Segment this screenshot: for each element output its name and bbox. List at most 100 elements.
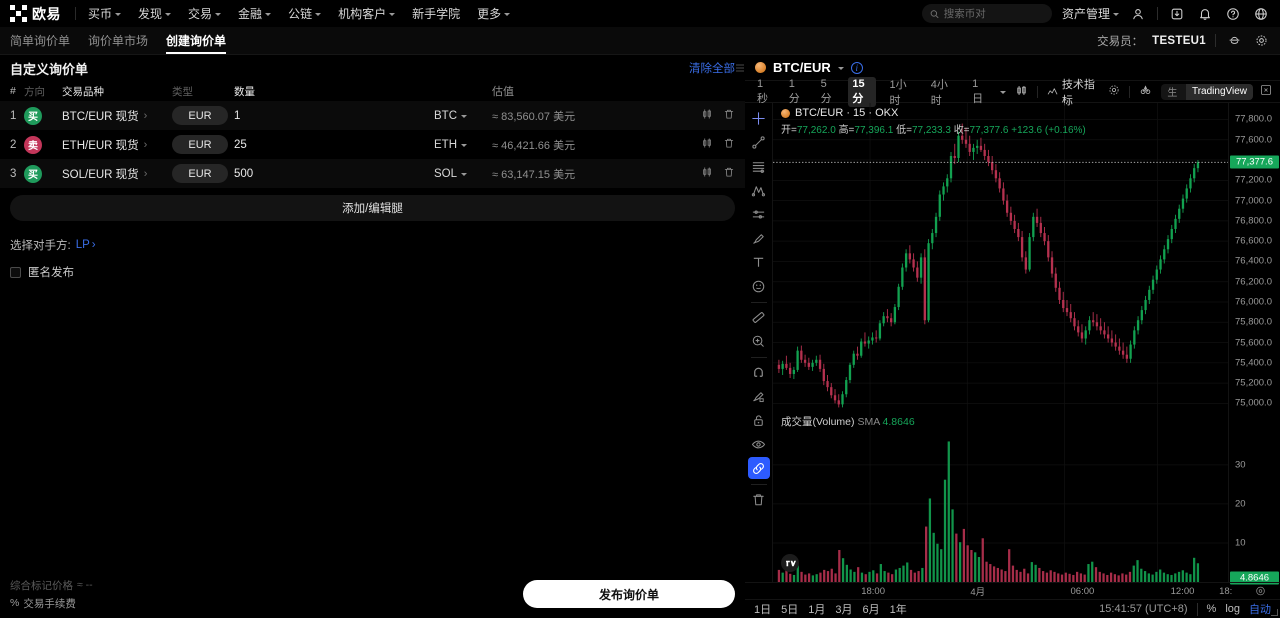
nav-item-finance[interactable]: 金融 (238, 5, 272, 22)
time-axis[interactable]: 18:00 4月 06:00 12:00 18: (745, 582, 1280, 599)
candlestick-icon[interactable] (701, 137, 713, 152)
info-icon[interactable]: i (850, 61, 863, 74)
row-quantity[interactable]: 25 (234, 138, 247, 151)
row-instrument[interactable]: SOL/EUR 现货 › (62, 166, 172, 182)
hat-icon[interactable] (1225, 32, 1243, 50)
row-type[interactable]: EUR (172, 164, 234, 183)
percent-scale-button[interactable]: % (1206, 603, 1217, 615)
trendline-icon[interactable] (748, 131, 770, 153)
timeframe-1m[interactable]: 1分 (788, 77, 800, 105)
resize-corner[interactable] (1271, 609, 1278, 616)
assets-management-menu[interactable]: 资产管理 (1062, 5, 1119, 22)
search-box[interactable] (921, 4, 1052, 23)
chevron-down-icon[interactable] (837, 66, 844, 70)
row-currency-select[interactable]: BTC (434, 110, 492, 122)
counterparty-select[interactable]: LP › (76, 239, 96, 251)
text-icon[interactable] (748, 251, 770, 273)
horizontal-lines-icon[interactable] (748, 155, 770, 177)
delete-icon[interactable] (723, 137, 735, 152)
okx-logo[interactable]: 欧易 (10, 4, 61, 24)
clear-all-button[interactable]: 清除全部 (689, 63, 735, 75)
timeframe-1h[interactable]: 1小时 (889, 78, 907, 107)
delete-icon[interactable] (723, 108, 735, 123)
nav-item-trade[interactable]: 交易 (188, 5, 222, 22)
search-input[interactable] (943, 7, 1044, 20)
nav-item-more[interactable]: 更多 (477, 5, 511, 22)
row-currency-select[interactable]: ETH (434, 139, 492, 151)
table-row[interactable]: 3 买 SOL/EUR 现货 › EUR 500 SOL ≈ 63,147.15 … (0, 159, 745, 188)
nav-item-institutional[interactable]: 机构客户 (338, 5, 396, 22)
delete-icon[interactable] (723, 166, 735, 181)
table-row[interactable]: 1 买 BTC/EUR 现货 › EUR 1 BTC ≈ 83,560.07 美元 (0, 101, 745, 130)
row-instrument[interactable]: BTC/EUR 现货 › (62, 108, 172, 124)
brush-icon[interactable] (748, 227, 770, 249)
add-edit-leg-button[interactable]: 添加/编辑腿 (10, 195, 735, 221)
timeframe-5m[interactable]: 5分 (820, 77, 832, 105)
lock-icon[interactable] (748, 409, 770, 431)
direction-badge-sell[interactable]: 卖 (24, 135, 42, 154)
chart-plot-area[interactable]: BTC/EUR · 15 · OKX 开=77,262.0 高=77,396.1… (773, 103, 1228, 582)
long-position-icon[interactable] (748, 203, 770, 225)
row-instrument[interactable]: ETH/EUR 现货 › (62, 137, 172, 153)
eraser-icon[interactable] (748, 385, 770, 407)
type-pill[interactable]: EUR (172, 106, 228, 125)
nav-item-buy-crypto[interactable]: 买币 (88, 5, 122, 22)
bell-icon[interactable] (1196, 5, 1214, 23)
gear-icon[interactable] (1252, 32, 1270, 50)
range-1y[interactable]: 1年 (889, 604, 907, 616)
timeframe-4h[interactable]: 4小时 (930, 78, 948, 107)
panel-resize-handle[interactable] (736, 64, 744, 72)
timeframe-15m[interactable]: 15分 (848, 76, 877, 107)
mode-tradingview[interactable]: TradingView (1185, 83, 1253, 100)
row-direction[interactable]: 买 (24, 106, 62, 125)
zoom-in-icon[interactable] (748, 330, 770, 352)
chart-settings-icon[interactable] (1108, 84, 1120, 99)
range-5d[interactable]: 5日 (781, 604, 799, 616)
crosshair-icon[interactable] (748, 107, 770, 129)
candlestick-icon[interactable] (701, 108, 713, 123)
range-3m[interactable]: 3月 (835, 604, 853, 616)
timeframe-1s[interactable]: 1秒 (757, 77, 768, 105)
tradingview-logo[interactable] (781, 554, 799, 573)
tab-create-rfq[interactable]: 创建询价单 (166, 27, 227, 54)
nav-item-discover[interactable]: 发现 (138, 5, 172, 22)
table-row[interactable]: 2 卖 ETH/EUR 现货 › EUR 25 ETH ≈ 46,421.66 美… (0, 130, 745, 159)
timeframe-1d[interactable]: 1日 (972, 77, 984, 105)
tab-rfq-market[interactable]: 询价单市场 (88, 33, 149, 48)
nav-item-chain[interactable]: 公链 (288, 5, 322, 22)
anonymous-publish-row[interactable]: 匿名发布 (0, 253, 745, 280)
type-pill[interactable]: EUR (172, 135, 228, 154)
price-axis[interactable]: 77,800.077,600.077,400.077,200.077,000.0… (1228, 103, 1280, 585)
type-pill[interactable]: EUR (172, 164, 228, 183)
ruler-icon[interactable] (748, 306, 770, 328)
range-6m[interactable]: 6月 (862, 604, 880, 616)
magnet-icon[interactable] (748, 361, 770, 383)
chevron-down-icon[interactable] (999, 90, 1006, 94)
row-quantity[interactable]: 500 (234, 167, 254, 180)
indicators-button[interactable]: 技术指标 (1047, 76, 1100, 108)
globe-icon[interactable] (1252, 5, 1270, 23)
help-icon[interactable] (1224, 5, 1242, 23)
nav-item-academy[interactable]: 新手学院 (412, 5, 460, 22)
anonymous-checkbox[interactable] (10, 266, 21, 278)
user-icon[interactable] (1129, 5, 1147, 23)
fib-pattern-icon[interactable] (748, 179, 770, 201)
row-direction[interactable]: 卖 (24, 135, 62, 154)
emoji-icon[interactable] (748, 275, 770, 297)
mode-native[interactable]: 原生版 (1167, 84, 1178, 100)
row-direction[interactable]: 买 (24, 164, 62, 183)
row-type[interactable]: EUR (172, 135, 234, 154)
download-icon[interactable] (1168, 5, 1186, 23)
direction-badge-buy[interactable]: 买 (24, 106, 42, 125)
compare-icon[interactable] (1139, 84, 1152, 100)
log-scale-button[interactable]: log (1225, 603, 1240, 615)
publish-rfq-button[interactable]: 发布询价单 (523, 580, 735, 608)
range-1m[interactable]: 1月 (808, 604, 826, 616)
fullscreen-icon[interactable] (1260, 84, 1272, 99)
tab-simple-rfq[interactable]: 简单询价单 (10, 33, 71, 48)
time-axis-settings-icon[interactable] (1255, 586, 1266, 597)
trash-icon[interactable] (748, 488, 770, 510)
chart-mode-toggle[interactable]: 原生版 TradingView (1161, 83, 1253, 100)
candlestick-icon[interactable] (701, 166, 713, 181)
link-icon[interactable] (747, 457, 770, 479)
